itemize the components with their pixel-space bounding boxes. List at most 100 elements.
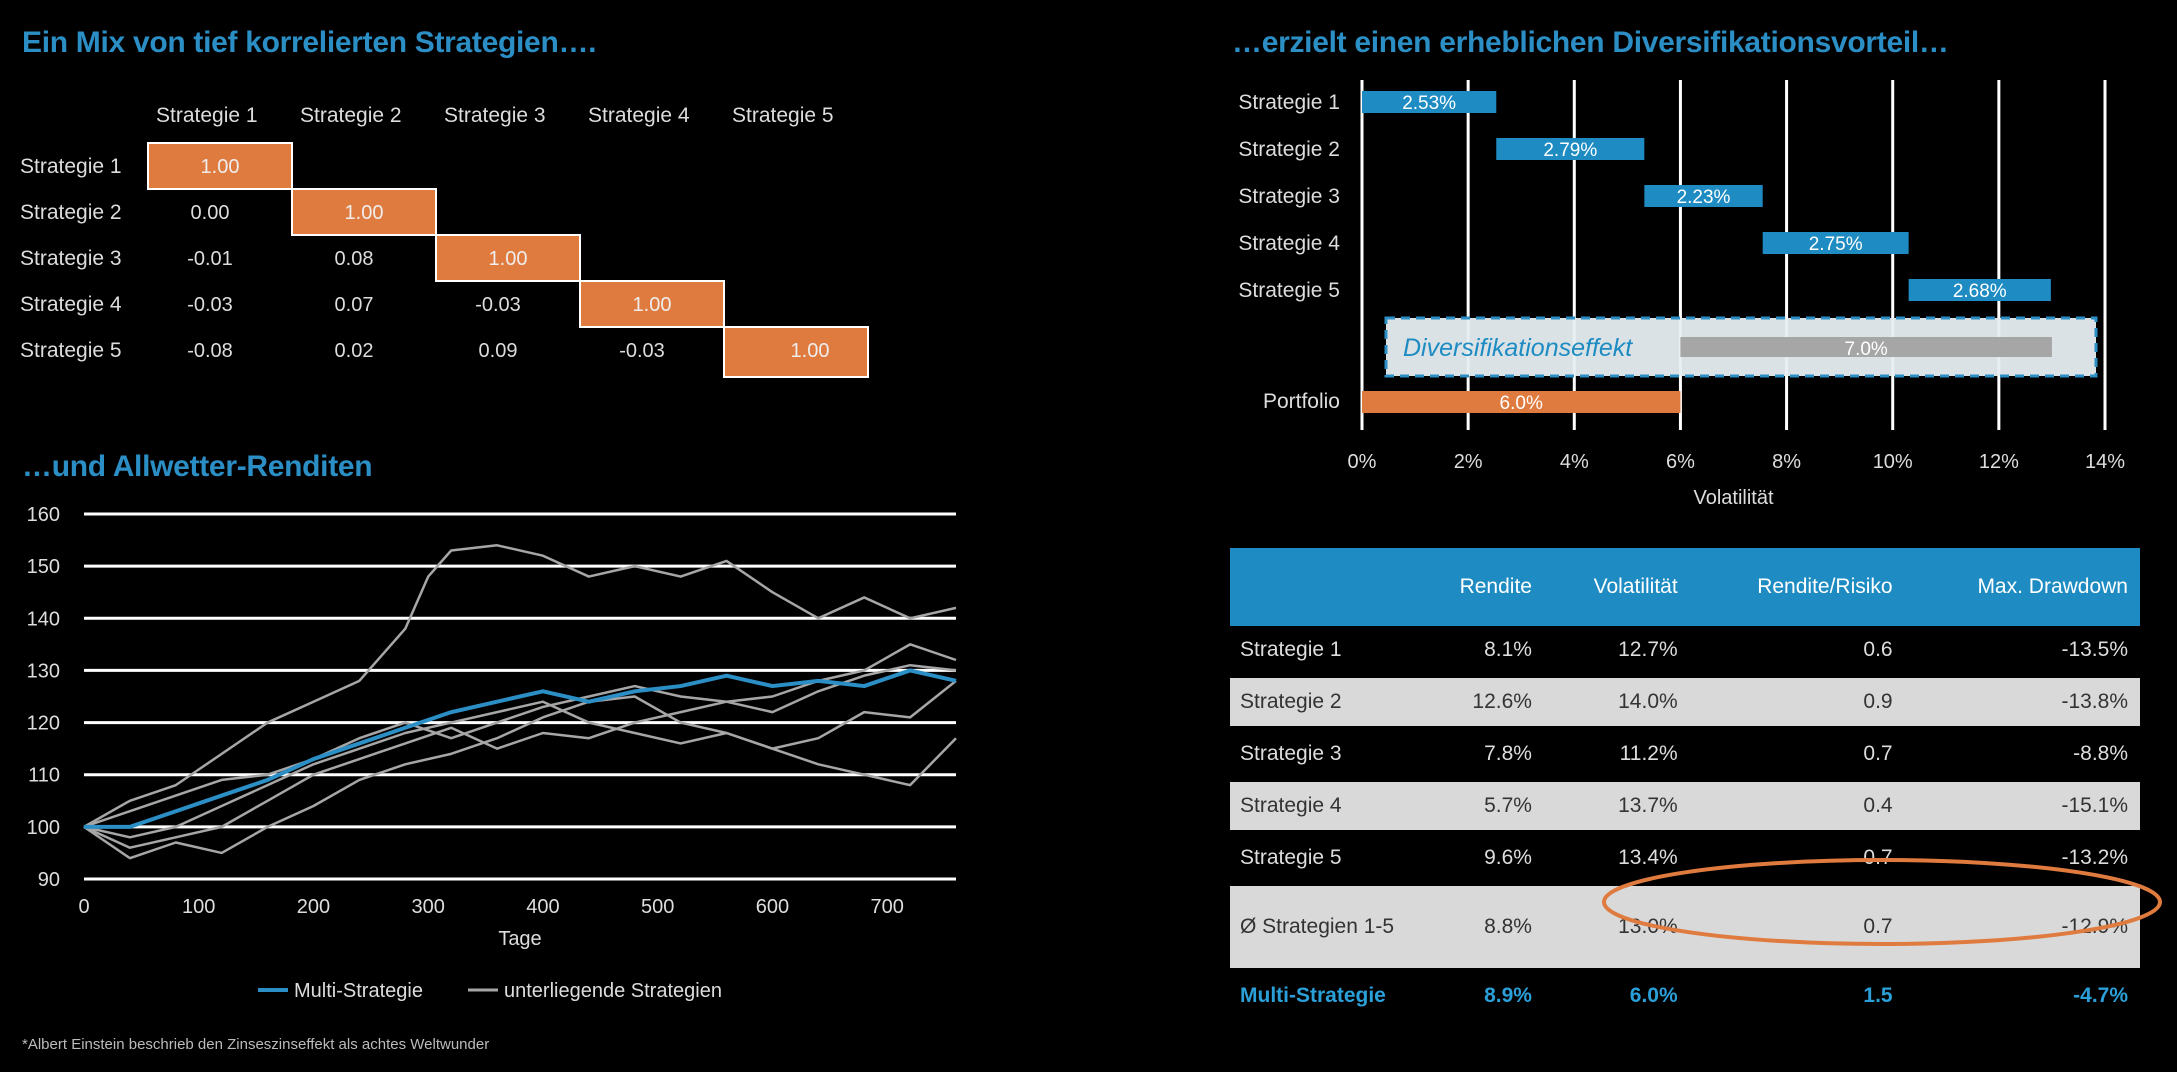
- underlying-strategy-line: [83, 544, 957, 828]
- returns-title: …und Allwetter-Renditen: [22, 450, 373, 483]
- matrix-value: 0.09: [479, 340, 518, 362]
- matrix-diagonal-cell: [579, 280, 725, 328]
- row-label: Strategie 2: [1230, 678, 1414, 726]
- x-tick-label: 14%: [2085, 451, 2125, 473]
- matrix-diagonal-cell: [291, 188, 437, 236]
- x-tick-label: 2%: [1454, 451, 1483, 473]
- x-tick-label: 400: [526, 896, 559, 918]
- matrix-col-label: Strategie 4: [588, 104, 690, 127]
- table-cell: 1.5: [1863, 984, 1893, 1007]
- matrix-diagonal-cell: [435, 234, 581, 282]
- correlation-title: Ein Mix von tief korrelierten Strategien…: [22, 26, 597, 59]
- portfolio-bar: [1362, 391, 1681, 413]
- x-tick-label: 200: [297, 896, 330, 918]
- table-header-cell: Max. Drawdown: [1904, 548, 2140, 626]
- matrix-value: -0.01: [187, 248, 233, 270]
- underlying-strategy-line: [83, 700, 957, 839]
- x-tick-label: 4%: [1560, 451, 1589, 473]
- matrix-diagonal-cell: [723, 326, 869, 378]
- row-label: Ø Strategien 1-5: [1230, 886, 1414, 968]
- table-cell: -4.7%: [2073, 984, 2128, 1007]
- matrix-col-label: Strategie 1: [156, 104, 258, 127]
- bar-category-label: Strategie 5: [1238, 279, 1340, 302]
- matrix-value: 0.08: [335, 248, 374, 270]
- table-row: Multi-Strategie 8.9% 6.0% 1.5 -4.7%: [1230, 972, 2140, 1020]
- diversification-label: Diversifikationseffekt: [1403, 334, 1633, 362]
- diversification-value: 7.0%: [1845, 339, 1888, 360]
- matrix-row-label: Strategie 1: [20, 155, 122, 178]
- volatility-bar: [1762, 232, 1909, 254]
- matrix-value: 1.00: [489, 248, 528, 270]
- table-row: Strategie 1 8.1% 12.7% 0.6 -13.5%: [1230, 626, 2140, 674]
- volatility-bar: [1496, 138, 1645, 160]
- table-cell: 13.0%: [1543, 886, 1690, 968]
- underlying-strategy-line: [83, 643, 957, 849]
- table-cell: 0.7: [1689, 886, 1905, 968]
- matrix-value: 0.00: [191, 202, 230, 224]
- table-cell: -13.5%: [2061, 638, 2128, 661]
- matrix-diagonal-cell: [147, 142, 293, 190]
- y-tick-label: 160: [27, 504, 60, 526]
- x-tick-label: 6%: [1666, 451, 1695, 473]
- matrix-col-label: Strategie 2: [300, 104, 402, 127]
- row-label: Strategie 1: [1240, 638, 1342, 661]
- stats-table: Rendite Volatilität Rendite/Risiko Max. Dra…: [1230, 548, 2140, 1020]
- table-cell: 8.9%: [1484, 984, 1532, 1007]
- matrix-value: 1.00: [791, 340, 830, 362]
- volatility-bar: [1362, 91, 1497, 113]
- x-tick-label: 500: [641, 896, 674, 918]
- table-cell: 5.7%: [1414, 782, 1544, 830]
- legend-label-underlying: unterliegende Strategien: [504, 980, 722, 1002]
- x-tick-label: 100: [182, 896, 215, 918]
- x-tick-label: 12%: [1979, 451, 2019, 473]
- table-cell: 0.7: [1863, 742, 1893, 765]
- diversification-title: …erzielt einen erheblichen Diversifikati…: [1232, 26, 1949, 59]
- matrix-row-label: Strategie 3: [20, 247, 122, 270]
- row-label: Strategie 5: [1240, 846, 1342, 869]
- y-tick-label: 110: [28, 765, 60, 787]
- table-cell: 14.0%: [1543, 678, 1690, 726]
- table-cell: 12.6%: [1414, 678, 1544, 726]
- diversification-bar: [1680, 337, 2052, 357]
- bar-category-label: Strategie 4: [1238, 232, 1340, 255]
- row-gap: [1230, 778, 2140, 782]
- y-tick-label: 100: [27, 817, 60, 839]
- table-cell: 6.0%: [1629, 984, 1678, 1007]
- x-tick-label: 0: [78, 896, 89, 918]
- row-gap: [1230, 726, 2140, 730]
- table-cell: -13.8%: [1904, 678, 2140, 726]
- row-label: Strategie 3: [1240, 742, 1342, 765]
- volatility-bar-chart: 0% 2% 4% 6% 8% 10% 12% 14% Volatilität Strategie …: [1238, 80, 2125, 509]
- y-tick-label: 150: [27, 556, 60, 578]
- table-cell: 13.7%: [1543, 782, 1690, 830]
- row-gap: [1230, 968, 2140, 972]
- bar-value-label: 2.79%: [1543, 140, 1597, 161]
- matrix-value: 1.00: [633, 294, 672, 316]
- underlying-strategy-line: [83, 663, 957, 829]
- matrix-value: -0.03: [475, 294, 521, 316]
- underlying-strategy-line: [83, 679, 957, 860]
- matrix-col-label: Strategie 3: [444, 104, 546, 127]
- bar-value-label: 2.53%: [1402, 93, 1456, 114]
- table-header-row: Rendite Volatilität Rendite/Risiko Max. Dra…: [1230, 548, 2140, 626]
- x-tick-label: 0%: [1348, 451, 1377, 473]
- table-row: Strategie 4 5.7% 13.7% 0.4 -15.1%: [1230, 782, 2140, 830]
- table-cell: 8.8%: [1414, 886, 1544, 968]
- multi-strategy-line: [84, 668, 957, 829]
- table-row: Strategie 2 12.6% 14.0% 0.9 -13.8%: [1230, 678, 2140, 726]
- table-cell: 0.9: [1689, 678, 1905, 726]
- table-cell: -12.9%: [1904, 886, 2140, 968]
- table-header-cell: Rendite/Risiko: [1689, 548, 1905, 626]
- bar-category-label: Strategie 2: [1238, 138, 1340, 161]
- y-tick-label: 140: [27, 608, 60, 630]
- matrix-row-label: Strategie 5: [20, 339, 122, 362]
- y-tick-label: 120: [27, 713, 60, 735]
- table-cell: 12.7%: [1618, 638, 1678, 661]
- table-row: Strategie 5 9.6% 13.4% 0.7 -13.2%: [1230, 834, 2140, 882]
- x-tick-label: 300: [412, 896, 445, 918]
- x-tick-label: 700: [870, 896, 903, 918]
- volatility-bar: [1644, 185, 1763, 207]
- legend-label-multi: Multi-Strategie: [294, 980, 423, 1002]
- correlation-matrix: Strategie 1 Strategie 1 Strategie 2 Strateg…: [20, 104, 869, 378]
- matrix-value: -0.03: [619, 340, 665, 362]
